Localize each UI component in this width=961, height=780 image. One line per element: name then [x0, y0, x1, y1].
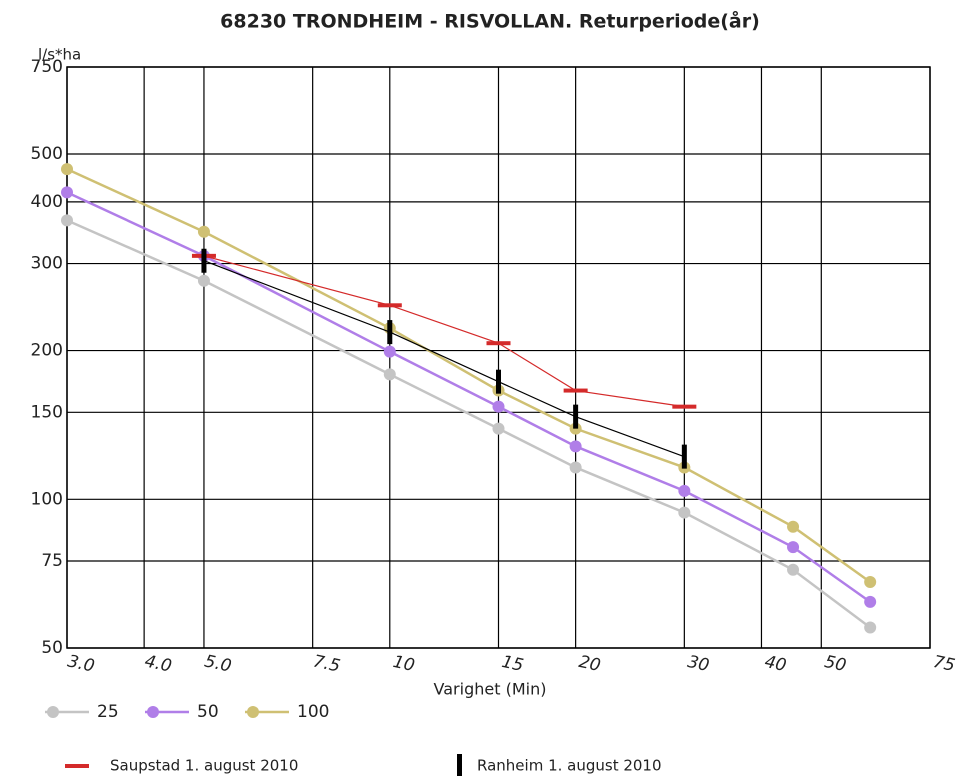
legend-marker — [247, 706, 259, 718]
x-tick-label: 10 — [391, 652, 416, 676]
y-tick-label: 500 — [31, 144, 63, 164]
legend-label: Saupstad 1. august 2010 — [110, 757, 298, 775]
series-line — [66, 167, 871, 584]
y-tick-label: 150 — [31, 402, 63, 422]
point — [864, 595, 877, 608]
x-tick-label: 3.0 — [66, 651, 97, 676]
x-tick-label: 7.5 — [311, 651, 342, 676]
point — [197, 225, 210, 238]
point — [383, 345, 396, 358]
point — [787, 520, 800, 533]
point — [569, 440, 582, 453]
legend-marker — [47, 706, 59, 718]
series-line — [203, 255, 685, 408]
x-tick-label: 15 — [500, 652, 525, 676]
point — [61, 214, 73, 227]
x-tick-label: 75 — [931, 652, 956, 676]
x-tick-label: 40 — [763, 652, 788, 676]
y-tick-label: 200 — [31, 341, 63, 361]
point — [678, 484, 691, 497]
x-tick-label: 4.0 — [143, 651, 174, 676]
x-tick-label: 5.0 — [203, 651, 234, 676]
x-tick-label: 50 — [823, 652, 848, 676]
point — [492, 400, 505, 413]
series-line — [66, 191, 871, 603]
point — [61, 186, 73, 199]
legend-label: 100 — [297, 702, 329, 722]
point — [678, 506, 691, 519]
point — [864, 576, 877, 589]
bar-marker — [201, 248, 207, 273]
point — [569, 422, 582, 435]
chart-title: 68230 TRONDHEIM - RISVOLLAN. Returperiod… — [220, 9, 760, 33]
y-tick-label: 750 — [31, 57, 63, 77]
point — [61, 163, 73, 176]
point — [569, 461, 582, 474]
point — [197, 274, 210, 287]
legend-label: Ranheim 1. august 2010 — [477, 757, 662, 775]
y-tick-label: 300 — [31, 254, 63, 274]
legend-marker — [65, 764, 89, 768]
legend-marker — [147, 706, 159, 718]
y-tick-label: 75 — [41, 551, 63, 571]
dash-marker — [563, 388, 588, 393]
legend-marker — [457, 754, 462, 778]
dash-marker — [672, 404, 697, 409]
point — [787, 563, 800, 576]
bar-marker — [496, 369, 501, 394]
point — [492, 422, 505, 435]
point — [864, 621, 877, 634]
legend-label: 25 — [97, 702, 119, 722]
dash-marker — [486, 341, 511, 346]
y-tick-label: 400 — [31, 192, 63, 212]
bar-marker — [387, 320, 393, 345]
y-axis-label: l/s*ha — [38, 46, 81, 64]
x-axis-label: Varighet (Min) — [434, 680, 547, 699]
y-tick-label: 100 — [31, 489, 63, 509]
x-tick-label: 30 — [686, 652, 711, 676]
y-tick-label: 50 — [41, 638, 63, 658]
bar-marker — [681, 444, 687, 469]
x-tick-label: 20 — [577, 652, 602, 676]
legend-label: 50 — [197, 702, 219, 722]
point — [383, 368, 396, 381]
dash-marker — [377, 303, 402, 308]
bar-marker — [573, 404, 579, 429]
point — [787, 541, 800, 554]
series-line — [66, 219, 871, 629]
